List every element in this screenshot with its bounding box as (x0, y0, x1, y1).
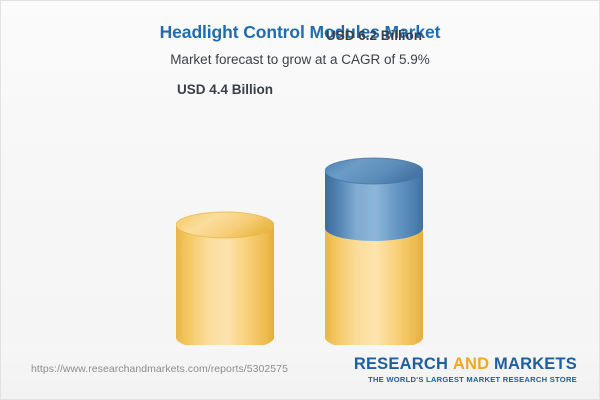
cylinder-2024-svg (173, 211, 277, 352)
logo-word-and: AND (452, 355, 490, 373)
bar-group-2030: USD 6.2 Billion (322, 28, 426, 373)
logo-tagline: THE WORLD'S LARGEST MARKET RESEARCH STOR… (368, 375, 577, 384)
cylinder-2030-svg (322, 157, 426, 352)
logo-word-markets: MARKETS (494, 355, 577, 373)
logo-word-research: RESEARCH (353, 355, 449, 373)
bar-value-label-2030: USD 6.2 Billion (325, 28, 423, 43)
chart-plot-area: USD 4.4 Billion (1, 1, 599, 373)
bar-group-2024: USD 4.4 Billion (173, 36, 277, 373)
footer: https://www.researchandmarkets.com/repor… (1, 345, 599, 399)
logo-wordmark: RESEARCH AND MARKETS (354, 355, 577, 373)
page-title: Headlight Control Modules Market (159, 22, 441, 42)
cylinder-bar-2030 (322, 157, 426, 352)
chart-subtitle: Market forecast to grow at a CAGR of 5.9… (170, 52, 430, 67)
chart-header: Headlight Control Modules Market Market … (1, 1, 599, 70)
research-and-markets-logo[interactable]: RESEARCH AND MARKETS THE WORLD'S LARGEST… (354, 355, 577, 385)
cylinder-bar-2024 (173, 211, 277, 352)
report-url[interactable]: https://www.researchandmarkets.com/repor… (31, 363, 288, 375)
bar-value-label-2024: USD 4.4 Billion (176, 82, 274, 97)
